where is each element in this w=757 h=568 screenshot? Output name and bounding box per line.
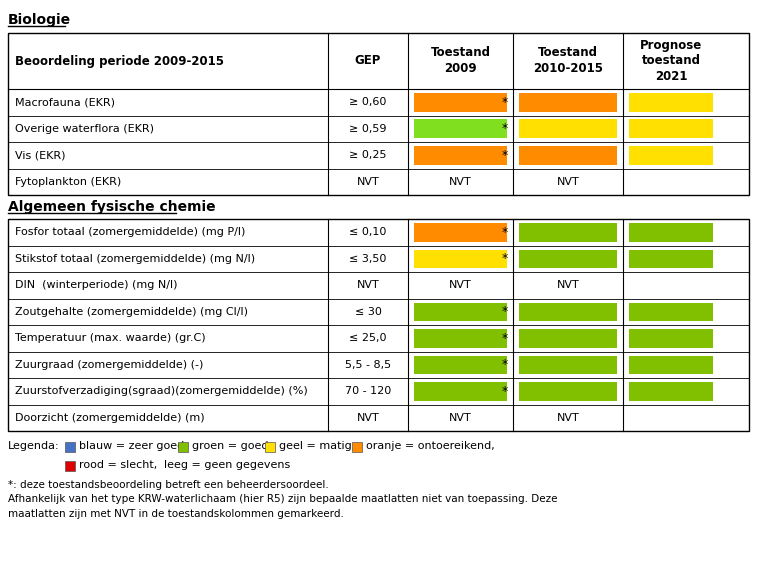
Text: *: *	[502, 96, 508, 108]
Text: Vis (EKR): Vis (EKR)	[15, 151, 66, 160]
Text: Toestand
2010-2015: Toestand 2010-2015	[533, 47, 603, 76]
Bar	[629, 356, 713, 374]
Text: *: *	[502, 225, 508, 239]
Bar	[519, 249, 617, 268]
Text: Macrofauna (EKR): Macrofauna (EKR)	[15, 97, 115, 107]
Text: ≤ 0,10: ≤ 0,10	[349, 227, 387, 237]
Text: *: *	[502, 332, 508, 345]
Text: *: *	[502, 305, 508, 318]
Bar	[629, 329, 713, 348]
Text: Prognose
toestand
2021: Prognose toestand 2021	[640, 39, 702, 83]
Text: ≤ 30: ≤ 30	[354, 307, 382, 317]
Text: Legenda:: Legenda:	[8, 441, 60, 451]
Bar	[519, 382, 617, 400]
Bar	[629, 93, 713, 111]
Text: Zoutgehalte (zomergemiddelde) (mg Cl/l): Zoutgehalte (zomergemiddelde) (mg Cl/l)	[15, 307, 248, 317]
Text: groen = goed,: groen = goed,	[192, 441, 273, 451]
Text: NVT: NVT	[556, 177, 579, 187]
Text: geel = matig,: geel = matig,	[279, 441, 356, 451]
Text: NVT: NVT	[449, 177, 472, 187]
Text: Beoordeling periode 2009-2015: Beoordeling periode 2009-2015	[15, 55, 224, 68]
Text: oranje = ontoereikend,: oranje = ontoereikend,	[366, 441, 495, 451]
Bar	[629, 249, 713, 268]
Bar	[414, 223, 507, 241]
Bar	[352, 442, 362, 452]
Text: rood = slecht,: rood = slecht,	[79, 460, 157, 470]
Bar	[629, 223, 713, 241]
Text: NVT: NVT	[556, 413, 579, 423]
Text: NVT: NVT	[556, 280, 579, 290]
Text: ≥ 0,25: ≥ 0,25	[349, 151, 387, 160]
Bar	[65, 461, 75, 470]
Bar	[519, 356, 617, 374]
Text: GEP: GEP	[355, 55, 382, 68]
Text: Zuurgraad (zomergemiddelde) (-): Zuurgraad (zomergemiddelde) (-)	[15, 360, 204, 370]
Text: Fytoplankton (EKR): Fytoplankton (EKR)	[15, 177, 121, 187]
Bar	[519, 146, 617, 165]
Text: *: *	[502, 149, 508, 162]
Text: *: *	[502, 252, 508, 265]
Bar	[629, 382, 713, 400]
Bar	[519, 223, 617, 241]
Text: 5,5 - 8,5: 5,5 - 8,5	[345, 360, 391, 370]
Text: Biologie: Biologie	[8, 13, 71, 27]
Text: Toestand
2009: Toestand 2009	[431, 47, 491, 76]
Bar	[414, 329, 507, 348]
Bar	[629, 119, 713, 138]
Text: ≥ 0,60: ≥ 0,60	[349, 97, 387, 107]
Bar	[414, 249, 507, 268]
Bar	[414, 303, 507, 321]
Bar	[414, 119, 507, 138]
Bar	[8, 33, 749, 195]
Text: ≤ 25,0: ≤ 25,0	[349, 333, 387, 343]
Text: NVT: NVT	[357, 280, 379, 290]
Bar	[8, 219, 749, 431]
Bar	[519, 329, 617, 348]
Text: ≥ 0,59: ≥ 0,59	[349, 124, 387, 133]
Bar	[519, 93, 617, 111]
Text: Temperatuur (max. waarde) (gr.C): Temperatuur (max. waarde) (gr.C)	[15, 333, 206, 343]
Text: Afhankelijk van het type KRW-waterlichaam (hier R5) zijn bepaalde maatlatten nie: Afhankelijk van het type KRW-waterlichaa…	[8, 494, 557, 504]
Text: Algemeen fysische chemie: Algemeen fysische chemie	[8, 200, 216, 214]
Text: maatlatten zijn met NVT in de toestandskolommen gemarkeerd.: maatlatten zijn met NVT in de toestandsk…	[8, 508, 344, 519]
Text: Doorzicht (zomergemiddelde) (m): Doorzicht (zomergemiddelde) (m)	[15, 413, 204, 423]
Text: Stikstof totaal (zomergemiddelde) (mg N/l): Stikstof totaal (zomergemiddelde) (mg N/…	[15, 254, 255, 264]
Text: 70 - 120: 70 - 120	[345, 386, 391, 396]
Text: Overige waterflora (EKR): Overige waterflora (EKR)	[15, 124, 154, 133]
Bar	[65, 442, 75, 452]
Bar	[414, 146, 507, 165]
Text: blauw = zeer goed,: blauw = zeer goed,	[79, 441, 188, 451]
Text: Fosfor totaal (zomergemiddelde) (mg P/l): Fosfor totaal (zomergemiddelde) (mg P/l)	[15, 227, 245, 237]
Bar	[265, 442, 276, 452]
Text: ≤ 3,50: ≤ 3,50	[349, 254, 387, 264]
Bar	[414, 93, 507, 111]
Text: leeg = geen gegevens: leeg = geen gegevens	[164, 460, 290, 470]
Text: *: *	[502, 122, 508, 135]
Text: Zuurstofverzadiging(sgraad)(zomergemiddelde) (%): Zuurstofverzadiging(sgraad)(zomergemidde…	[15, 386, 308, 396]
Text: NVT: NVT	[357, 413, 379, 423]
Bar	[519, 303, 617, 321]
Bar	[629, 303, 713, 321]
Text: *: *	[502, 358, 508, 371]
Text: *: deze toestandsbeoordeling betreft een beheerdersoordeel.: *: deze toestandsbeoordeling betreft een…	[8, 479, 329, 490]
Bar	[179, 442, 188, 452]
Text: NVT: NVT	[449, 413, 472, 423]
Text: NVT: NVT	[357, 177, 379, 187]
Bar	[414, 382, 507, 400]
Text: DIN  (winterperiode) (mg N/l): DIN (winterperiode) (mg N/l)	[15, 280, 177, 290]
Bar	[629, 146, 713, 165]
Text: *: *	[502, 385, 508, 398]
Bar	[414, 356, 507, 374]
Text: NVT: NVT	[449, 280, 472, 290]
Bar	[519, 119, 617, 138]
